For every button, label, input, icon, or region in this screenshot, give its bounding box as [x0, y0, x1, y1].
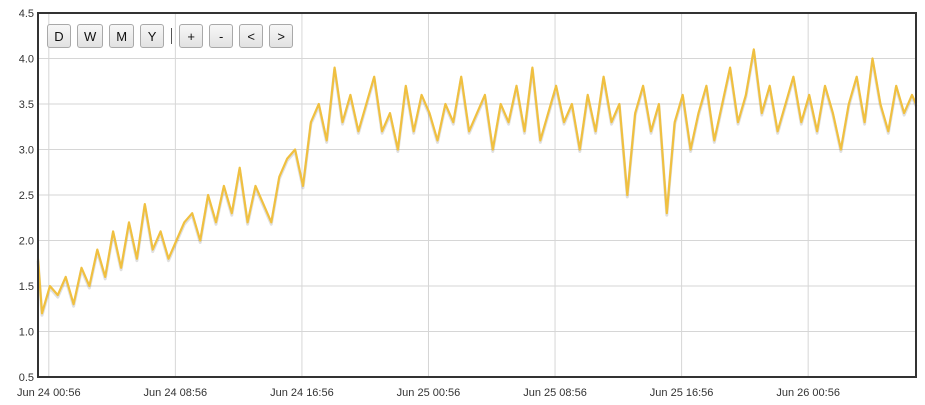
- x-axis-labels: Jun 24 00:56 Jun 24 08:56 Jun 24 16:56 Jun …: [17, 387, 840, 399]
- series-layer: [36, 48, 918, 317]
- pan-left-button[interactable]: <: [239, 24, 264, 48]
- x-tick-label: Jun 24 00:56: [17, 387, 81, 399]
- series-line-shadow: [36, 49, 918, 317]
- plot-frame: [37, 12, 917, 378]
- week-range-button[interactable]: W: [77, 24, 104, 48]
- x-tick-label: Jun 24 08:56: [144, 387, 208, 399]
- y-tick-label: 1.5: [19, 281, 34, 293]
- x-gridlines: [48, 13, 809, 377]
- toolbar-divider: [171, 28, 173, 44]
- pan-right-button[interactable]: >: [269, 24, 294, 48]
- y-tick-label: 3.0: [19, 145, 34, 157]
- day-range-button[interactable]: D: [47, 24, 71, 48]
- x-tick-label: Jun 25 16:56: [650, 387, 714, 399]
- y-tick-label: 3.5: [19, 99, 34, 111]
- x-tick-label: Jun 25 08:56: [523, 387, 587, 399]
- zoom-in-button[interactable]: +: [179, 24, 204, 48]
- month-range-button[interactable]: M: [109, 24, 135, 48]
- x-tick-label: Jun 24 16:56: [270, 387, 334, 399]
- y-tick-label: 0.5: [19, 372, 34, 384]
- series-line: [36, 48, 918, 315]
- y-gridlines: [38, 12, 916, 378]
- x-tick-label: Jun 25 00:56: [397, 387, 461, 399]
- y-axis-labels: 0.5 1.0 1.5 2.0 2.5 3.0 3.5 4.0 4.5: [19, 8, 34, 384]
- y-tick-label: 4.0: [19, 54, 34, 66]
- x-tick-label: Jun 26 00:56: [776, 387, 840, 399]
- y-tick-label: 2.5: [19, 190, 34, 202]
- y-tick-label: 1.0: [19, 327, 34, 339]
- range-toolbar: D W M Y + - < >: [47, 24, 294, 48]
- y-tick-label: 2.0: [19, 236, 34, 248]
- y-tick-label: 4.5: [19, 8, 34, 20]
- zoom-out-button[interactable]: -: [209, 24, 234, 48]
- year-range-button[interactable]: Y: [140, 24, 165, 48]
